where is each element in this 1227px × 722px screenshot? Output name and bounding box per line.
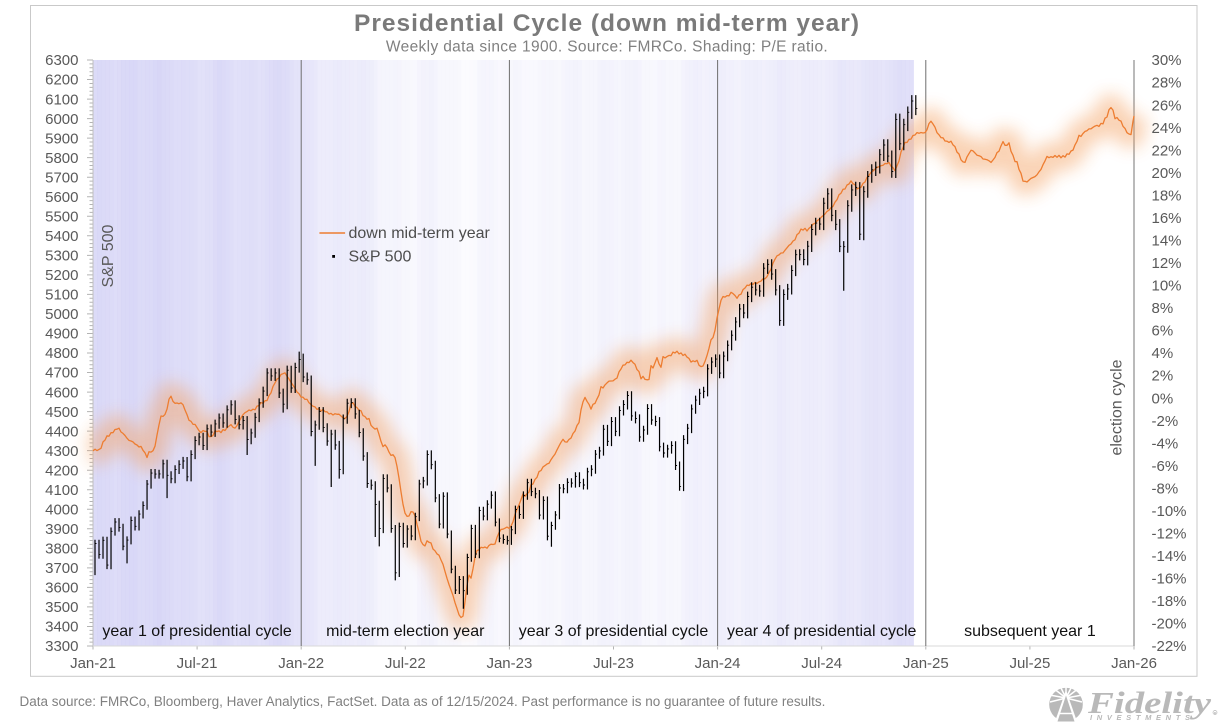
- svg-text:20%: 20%: [1152, 165, 1182, 182]
- svg-text:16%: 16%: [1152, 210, 1182, 227]
- svg-text:-2%: -2%: [1152, 413, 1179, 430]
- svg-text:18%: 18%: [1152, 187, 1182, 204]
- svg-text:Jan-25: Jan-25: [903, 655, 949, 672]
- svg-text:INVESTMENTS: INVESTMENTS: [1090, 713, 1190, 722]
- svg-text:4700: 4700: [45, 365, 78, 382]
- svg-text:3900: 3900: [45, 521, 78, 538]
- svg-text:5400: 5400: [45, 228, 78, 245]
- svg-text:5200: 5200: [45, 267, 78, 284]
- svg-text:6200: 6200: [45, 72, 78, 89]
- svg-text:2%: 2%: [1152, 368, 1174, 385]
- svg-text:14%: 14%: [1152, 233, 1182, 250]
- svg-text:4900: 4900: [45, 326, 78, 343]
- svg-text:-4%: -4%: [1152, 435, 1179, 452]
- svg-text:Jul-24: Jul-24: [801, 655, 842, 672]
- svg-text:-6%: -6%: [1152, 458, 1179, 475]
- svg-text:Jul-21: Jul-21: [177, 655, 218, 672]
- svg-text:5100: 5100: [45, 287, 78, 304]
- svg-text:election cycle: election cycle: [1109, 359, 1126, 455]
- svg-text:Jan-26: Jan-26: [1111, 655, 1157, 672]
- svg-text:-14%: -14%: [1152, 548, 1187, 565]
- svg-text:5800: 5800: [45, 150, 78, 167]
- svg-text:24%: 24%: [1152, 120, 1182, 137]
- svg-text:-18%: -18%: [1152, 593, 1187, 610]
- svg-text:year 3 of presidential cycle: year 3 of presidential cycle: [519, 623, 709, 640]
- svg-text:3400: 3400: [45, 619, 78, 636]
- svg-text:-16%: -16%: [1152, 571, 1187, 588]
- svg-text:8%: 8%: [1152, 300, 1174, 317]
- svg-text:30%: 30%: [1152, 52, 1182, 69]
- svg-text:4500: 4500: [45, 404, 78, 421]
- svg-text:6100: 6100: [45, 91, 78, 108]
- svg-text:5900: 5900: [45, 130, 78, 147]
- svg-text:5700: 5700: [45, 169, 78, 186]
- svg-text:-8%: -8%: [1152, 480, 1179, 497]
- svg-text:4200: 4200: [45, 462, 78, 479]
- svg-text:5500: 5500: [45, 209, 78, 226]
- svg-text:-10%: -10%: [1152, 503, 1187, 520]
- svg-text:4100: 4100: [45, 482, 78, 499]
- svg-text:Presidential Cycle (down mid-t: Presidential Cycle (down mid-term year): [354, 10, 860, 37]
- svg-text:4300: 4300: [45, 443, 78, 460]
- svg-text:Jan-23: Jan-23: [486, 655, 532, 672]
- svg-text:-12%: -12%: [1152, 526, 1187, 543]
- svg-text:down mid-term year: down mid-term year: [349, 225, 491, 242]
- svg-text:4600: 4600: [45, 384, 78, 401]
- svg-text:4000: 4000: [45, 502, 78, 519]
- svg-text:5000: 5000: [45, 306, 78, 323]
- svg-text:0%: 0%: [1152, 390, 1174, 407]
- svg-text:Weekly data since 1900. Source: Weekly data since 1900. Source: FMRCo. S…: [386, 39, 828, 56]
- svg-text:26%: 26%: [1152, 97, 1182, 114]
- svg-text:Jan-22: Jan-22: [278, 655, 324, 672]
- svg-text:-20%: -20%: [1152, 616, 1187, 633]
- svg-text:6%: 6%: [1152, 323, 1174, 340]
- svg-text:mid-term election year: mid-term election year: [326, 623, 485, 640]
- svg-text:5600: 5600: [45, 189, 78, 206]
- svg-text:Jan-21: Jan-21: [70, 655, 116, 672]
- svg-text:-22%: -22%: [1152, 638, 1187, 655]
- svg-text:S&P 500: S&P 500: [349, 249, 412, 266]
- svg-text:22%: 22%: [1152, 142, 1182, 159]
- svg-text:subsequent year 1: subsequent year 1: [964, 623, 1096, 640]
- svg-text:5300: 5300: [45, 248, 78, 265]
- svg-text:year 1 of presidential cycle: year 1 of presidential cycle: [102, 623, 292, 640]
- svg-text:3700: 3700: [45, 560, 78, 577]
- svg-text:28%: 28%: [1152, 75, 1182, 92]
- svg-text:12%: 12%: [1152, 255, 1182, 272]
- svg-text:4%: 4%: [1152, 345, 1174, 362]
- svg-text:3300: 3300: [45, 638, 78, 655]
- svg-text:Jul-25: Jul-25: [1009, 655, 1050, 672]
- svg-text:R: R: [1214, 711, 1217, 715]
- svg-text:Jul-22: Jul-22: [385, 655, 426, 672]
- svg-text:Jul-23: Jul-23: [593, 655, 634, 672]
- svg-text:4400: 4400: [45, 423, 78, 440]
- svg-text:10%: 10%: [1152, 278, 1182, 295]
- svg-text:Data source: FMRCo, Bloomberg,: Data source: FMRCo, Bloomberg, Haver Ana…: [20, 694, 826, 709]
- svg-text:S&P 500: S&P 500: [100, 224, 117, 287]
- svg-text:year 4 of presidential cycle: year 4 of presidential cycle: [727, 623, 917, 640]
- svg-text:6300: 6300: [45, 52, 78, 69]
- svg-text:Jan-24: Jan-24: [695, 655, 741, 672]
- svg-text:3500: 3500: [45, 599, 78, 616]
- svg-text:Fidelity: Fidelity: [1087, 685, 1212, 720]
- svg-text:6000: 6000: [45, 111, 78, 128]
- svg-text:3800: 3800: [45, 541, 78, 558]
- svg-text:4800: 4800: [45, 345, 78, 362]
- svg-text:3600: 3600: [45, 580, 78, 597]
